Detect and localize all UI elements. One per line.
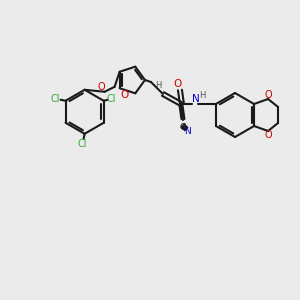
Text: H: H xyxy=(155,82,161,91)
Text: H: H xyxy=(199,92,205,100)
Text: O: O xyxy=(264,130,272,140)
Text: Cl: Cl xyxy=(51,94,60,104)
Text: O: O xyxy=(264,90,272,100)
Text: Cl: Cl xyxy=(78,139,87,149)
Text: N: N xyxy=(184,127,191,136)
Text: O: O xyxy=(174,79,182,89)
Text: N: N xyxy=(192,94,200,104)
Text: O: O xyxy=(98,82,105,92)
Text: Cl: Cl xyxy=(107,94,116,104)
Text: O: O xyxy=(121,90,129,100)
Text: C: C xyxy=(180,122,186,131)
